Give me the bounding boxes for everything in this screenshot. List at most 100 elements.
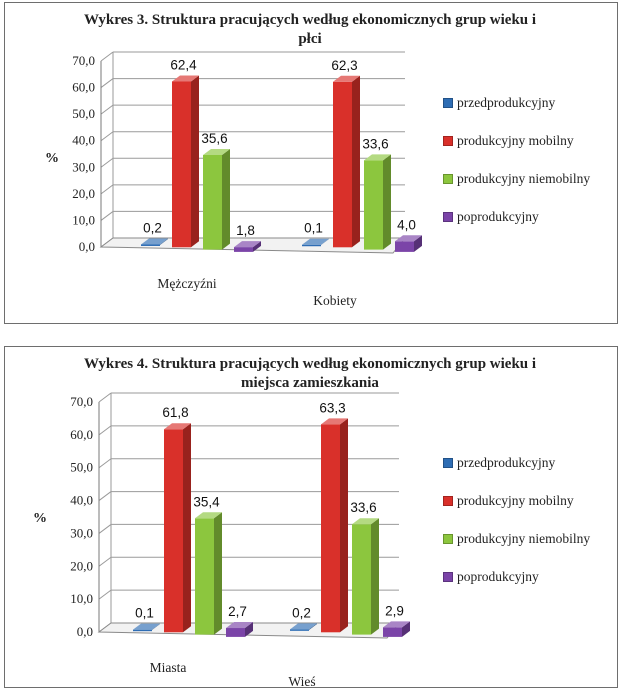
data-label: 0,2 — [143, 220, 162, 235]
y-tick-label: 70,0 — [70, 394, 93, 409]
legend-item: przedprodukcyjny — [443, 453, 590, 473]
bar-side — [414, 235, 422, 252]
chart-title: Wykres 3. Struktura pracujących według e… — [83, 12, 537, 47]
bar-front — [234, 247, 253, 252]
bar — [172, 75, 199, 248]
legend-label: przedprodukcyjny — [457, 95, 556, 110]
legend-item: produkcyjny niemobilny — [443, 529, 590, 549]
bar-side — [352, 75, 360, 248]
chart-plot-area: 0,0 10,0 20,0 30,0 40,0 50,0 60,0 70,0 0,2 62,4 35… — [72, 51, 422, 308]
bar-front — [383, 627, 402, 637]
bar-front — [395, 241, 414, 252]
legend-label: produkcyjny niemobilny — [457, 531, 591, 546]
data-label: 0,2 — [292, 605, 311, 620]
legend-item: poprodukcyjny — [443, 207, 590, 227]
bar-front — [364, 160, 383, 250]
y-tick-label: 10,0 — [72, 212, 95, 227]
bar — [352, 518, 379, 635]
bar-top — [395, 235, 422, 242]
bar-top — [321, 418, 348, 425]
bar — [383, 621, 410, 637]
gridline — [100, 51, 114, 62]
bar — [321, 418, 348, 633]
bar-front — [333, 81, 352, 248]
gridline — [98, 392, 112, 403]
data-label: 0,1 — [304, 221, 323, 236]
y-tick-label: 70,0 — [72, 53, 95, 68]
chart-legend: przedprodukcyjny produkcyjny mobilny produ… — [443, 93, 590, 245]
legend-swatch — [443, 572, 453, 582]
gridline — [98, 458, 112, 469]
bar-front — [290, 629, 309, 631]
data-label: 2,7 — [228, 604, 247, 619]
bar-front — [321, 424, 340, 633]
category-label: Mężczyźni — [157, 276, 216, 291]
bar-top — [141, 238, 168, 245]
bar-side — [183, 423, 191, 633]
gridline — [98, 589, 112, 600]
legend-item: produkcyjny mobilny — [443, 131, 590, 151]
data-label: 35,4 — [193, 494, 220, 509]
legend-spacer — [443, 189, 590, 207]
data-label: 62,3 — [331, 58, 357, 73]
bar-top — [352, 518, 379, 525]
bar — [302, 238, 329, 247]
bar-front — [352, 524, 371, 635]
bar-top — [164, 423, 191, 430]
legend-spacer — [443, 113, 590, 131]
legend-swatch — [443, 98, 453, 108]
bar-front — [133, 629, 152, 632]
chart-plot-area: 0,0 10,0 20,0 30,0 40,0 50,0 60,0 70,0 0,1 61,8 35… — [70, 392, 410, 689]
legend-label: przedprodukcyjny — [457, 455, 556, 470]
bar-front — [226, 628, 245, 637]
bar-side — [321, 238, 329, 245]
bar — [234, 241, 261, 252]
chart-panel-1: Wykres 3. Struktura pracujących według e… — [4, 2, 618, 324]
legend-swatch — [443, 458, 453, 468]
gridline — [98, 556, 112, 567]
bar-side — [309, 623, 317, 630]
bar-side — [160, 238, 168, 245]
legend-item: produkcyjny niemobilny — [443, 169, 590, 189]
gridline — [100, 211, 114, 221]
bar-front — [172, 81, 191, 248]
y-tick-label: 20,0 — [70, 558, 93, 573]
bar — [164, 423, 191, 633]
y-tick-label: 20,0 — [72, 186, 95, 201]
bar-side — [214, 512, 222, 635]
bar — [333, 75, 360, 248]
bar — [203, 149, 230, 250]
bar — [133, 623, 160, 632]
legend-label: poprodukcyjny — [457, 569, 539, 584]
y-tick-label: 50,0 — [70, 460, 93, 475]
bar — [195, 512, 222, 635]
y-tick-label: 50,0 — [72, 106, 95, 121]
bar-top — [290, 623, 317, 630]
bar-side — [383, 154, 391, 250]
legend-spacer — [443, 549, 590, 567]
gridline — [98, 524, 112, 534]
gridline — [100, 184, 114, 195]
data-label: 35,6 — [201, 131, 227, 146]
legend-swatch — [443, 136, 453, 146]
legend-spacer — [443, 151, 590, 169]
bar-side — [191, 75, 199, 248]
bar-top — [172, 75, 199, 82]
y-axis-label: % — [33, 511, 47, 526]
bar-top — [383, 621, 410, 628]
gridline — [100, 131, 114, 142]
legend-swatch — [443, 174, 453, 184]
legend-spacer — [443, 227, 590, 245]
bar-front — [203, 155, 222, 250]
legend-label: poprodukcyjny — [457, 209, 539, 224]
legend-item: produkcyjny mobilny — [443, 491, 590, 511]
chart-legend: przedprodukcyjny produkcyjny mobilny produ… — [443, 453, 590, 605]
legend-spacer — [443, 587, 590, 605]
data-label: 33,6 — [362, 136, 388, 151]
gridline — [100, 157, 114, 168]
gridline — [98, 425, 112, 436]
data-label: 0,1 — [135, 606, 154, 621]
y-tick-label: 40,0 — [72, 133, 95, 148]
y-tick-label: 60,0 — [70, 427, 93, 442]
y-axis-label: % — [45, 151, 59, 166]
